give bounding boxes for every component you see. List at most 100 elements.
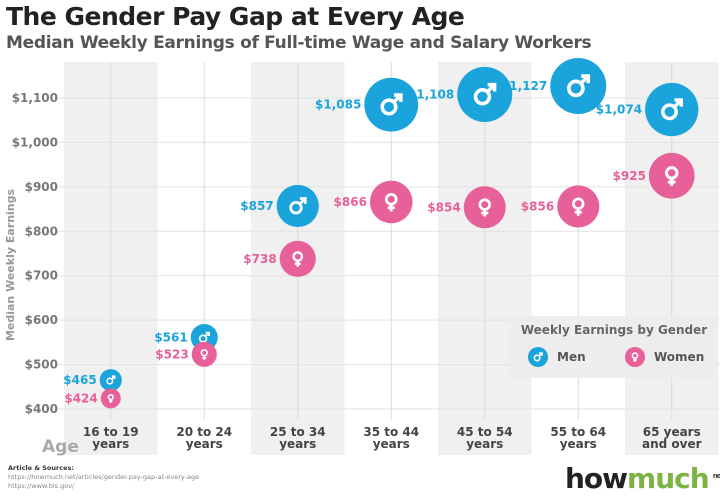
data-label: $856: [521, 199, 554, 213]
howmuch-logo: howmuchnet: [565, 462, 720, 495]
men-point: $1,085: [315, 77, 419, 132]
women-point: $925: [613, 152, 695, 199]
women-point: $856: [521, 185, 600, 228]
y-tick-label: $600: [25, 313, 58, 327]
legend: Weekly Earnings by Gender Men Women: [510, 316, 718, 378]
men-bubble: [550, 58, 607, 115]
x-tick-label: 45 to 54: [457, 425, 513, 439]
women-point: $523: [155, 341, 217, 367]
women-bubble: [279, 240, 316, 277]
data-label: $465: [63, 373, 96, 387]
data-label: $857: [240, 199, 273, 213]
data-label: $738: [243, 252, 276, 266]
female-icon-cross: [294, 260, 301, 267]
x-tick-label: years: [373, 437, 410, 451]
male-icon: [106, 377, 114, 385]
y-tick-label: $1,000: [12, 135, 58, 149]
data-label: $925: [613, 169, 646, 183]
female-icon-cross: [202, 355, 207, 360]
x-tick-label: 65 years: [643, 425, 701, 439]
x-tick-label: years: [560, 437, 597, 451]
data-label: $523: [155, 347, 188, 361]
men-bubble: [457, 66, 513, 122]
data-label: $1,074: [596, 103, 642, 117]
x-tick-label: years: [279, 437, 316, 451]
male-icon-arrow: [392, 93, 403, 104]
source-link[interactable]: https://howmuch.net/articles/gender-pay-…: [8, 473, 200, 481]
x-tick-label: years: [186, 437, 223, 451]
x-tick-label: years: [466, 437, 503, 451]
legend-marker: [625, 347, 645, 367]
data-label: $424: [64, 391, 97, 405]
women-bubble: [100, 388, 121, 409]
women-bubble: [369, 180, 413, 224]
men-bubble: [364, 77, 419, 132]
female-icon-cross: [109, 399, 113, 403]
x-tick-label: 20 to 24: [176, 425, 232, 439]
women-bubble: [191, 341, 217, 367]
male-icon-arrow: [485, 82, 497, 94]
female-icon-cross: [387, 204, 395, 212]
female-icon-cross: [667, 178, 676, 186]
men-point: $857: [240, 184, 319, 228]
sources-title: Article & Sources:: [8, 464, 74, 472]
y-tick-label: $800: [25, 224, 58, 238]
female-icon-cross: [633, 358, 637, 362]
x-tick-label: 35 to 44: [363, 425, 419, 439]
male-icon-arrow: [204, 331, 210, 337]
men-point: $1,108: [408, 66, 513, 122]
x-tick-label: years: [92, 437, 129, 451]
male-icon: [473, 88, 492, 106]
men-point: $1,074: [596, 82, 699, 137]
data-label: $1,085: [315, 98, 361, 112]
women-point: $854: [427, 186, 506, 229]
legend-title: Weekly Earnings by Gender: [521, 323, 707, 337]
legend-marker: [528, 347, 548, 367]
y-axis-label: Median Weekly Earnings: [4, 189, 17, 342]
legend-label: Women: [654, 350, 704, 364]
x-tick-label: 16 to 19: [83, 425, 139, 439]
male-icon-arrow: [538, 352, 543, 357]
y-tick-label: $400: [25, 402, 58, 416]
male-icon: [533, 354, 541, 362]
male-icon: [661, 103, 678, 121]
women-bubble: [557, 185, 600, 228]
chart-title: The Gender Pay Gap at Every Age: [6, 2, 465, 31]
women-point: $866: [334, 180, 413, 224]
men-point: $1,127: [501, 58, 607, 115]
data-label: $854: [427, 200, 460, 214]
male-icon-arrow: [672, 98, 683, 109]
data-label: $1,108: [408, 87, 454, 101]
data-label: $561: [154, 330, 187, 344]
male-icon-arrow: [579, 74, 591, 85]
sources: Article & Sources: https://howmuch.net/a…: [8, 464, 199, 491]
male-icon-arrow: [298, 197, 307, 206]
y-tick-label: $900: [25, 180, 58, 194]
women-bubble: [648, 152, 695, 199]
women-point: $424: [64, 388, 121, 409]
female-icon-cross: [481, 209, 489, 217]
male-icon: [289, 201, 303, 215]
male-icon: [380, 98, 398, 116]
men-bubble: [645, 82, 699, 137]
data-label: $1,127: [501, 79, 547, 93]
x-tick-label: and over: [642, 437, 702, 451]
chart-subtitle: Median Weekly Earnings of Full-time Wage…: [6, 33, 592, 53]
source-link[interactable]: https://www.bls.gov/: [8, 482, 75, 490]
male-icon-arrow: [111, 375, 116, 380]
y-tick-label: $1,100: [12, 91, 58, 105]
y-tick-label: $700: [25, 269, 58, 283]
x-tick-label: 25 to 34: [270, 425, 326, 439]
legend-label: Men: [557, 350, 586, 364]
women-bubble: [463, 186, 506, 229]
x-tick-label: 55 to 64: [550, 425, 606, 439]
data-label: $866: [334, 195, 367, 209]
x-axis-label: Age: [42, 437, 79, 457]
men-bubble: [276, 184, 319, 228]
women-point: $738: [243, 240, 316, 277]
male-icon: [567, 79, 585, 98]
female-icon-cross: [574, 208, 582, 216]
y-tick-label: $500: [25, 358, 58, 372]
men-point: $465: [63, 369, 122, 392]
